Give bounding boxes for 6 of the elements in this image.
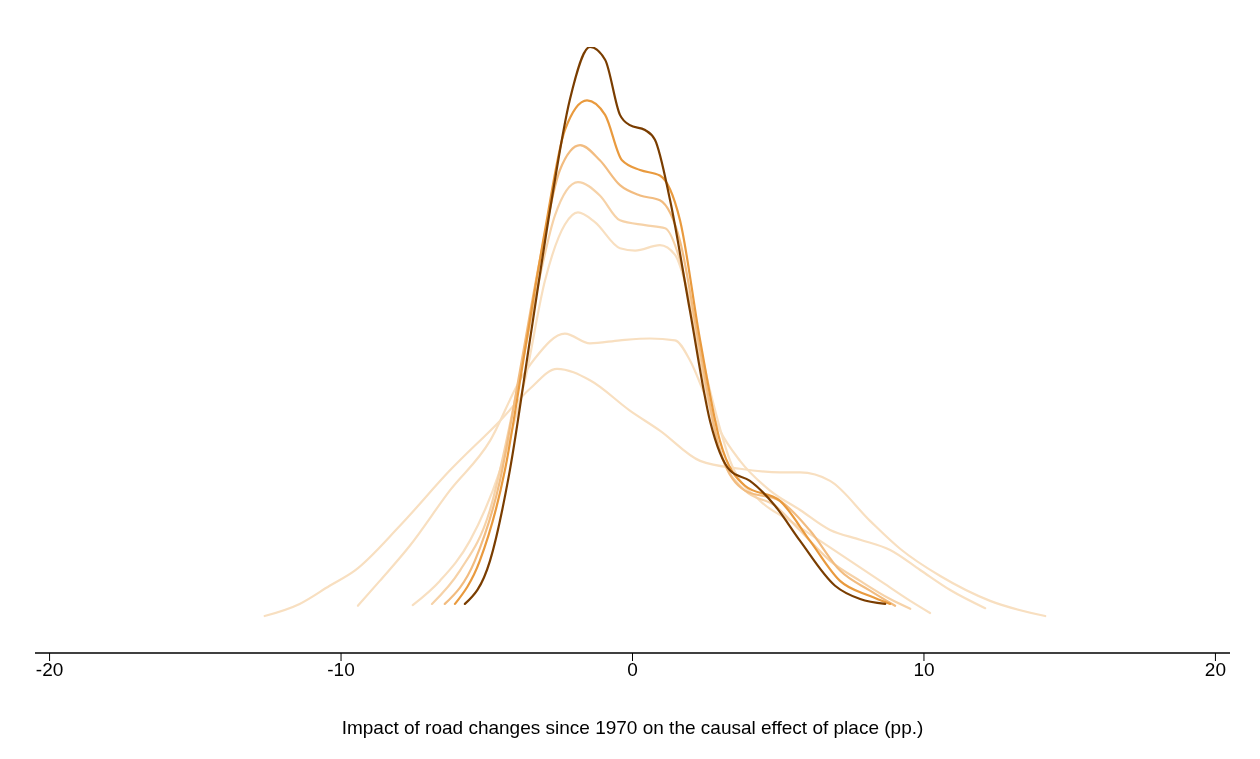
x-tick-label: 0: [627, 659, 638, 681]
x-tick-label: 20: [1204, 659, 1226, 681]
x-tick-label: -10: [327, 659, 355, 681]
x-tick-label: -20: [35, 659, 64, 681]
x-axis-title: Impact of road changes since 1970 on the causal effect of place (pp.): [341, 717, 924, 738]
x-tick-label: 10: [913, 659, 935, 681]
